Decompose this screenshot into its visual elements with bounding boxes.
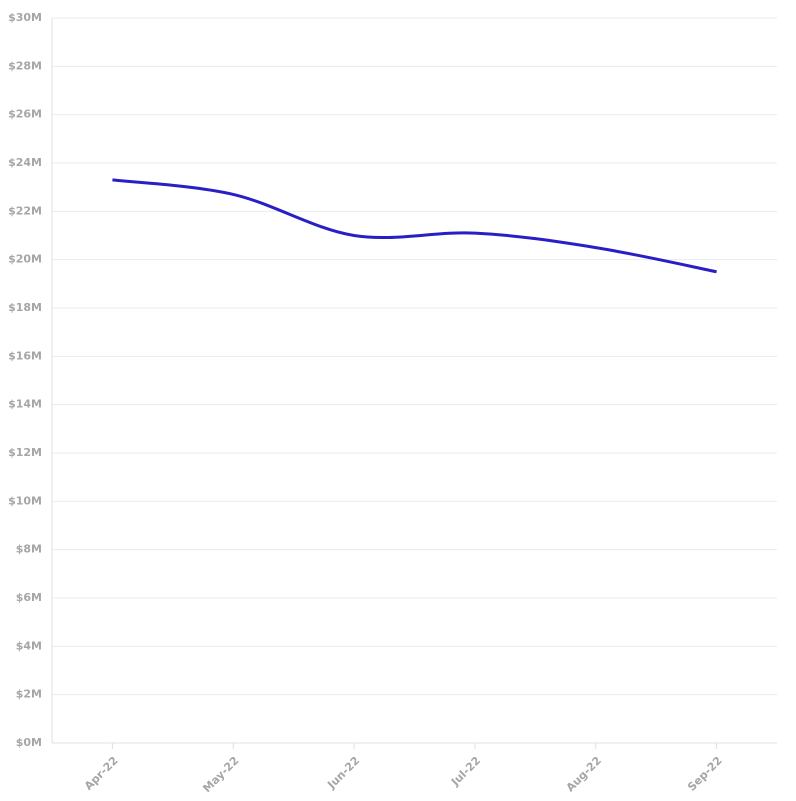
y-tick-label: $24M (8, 156, 42, 169)
y-tick-label: $0M (16, 736, 42, 749)
y-tick-label: $28M (8, 59, 42, 72)
y-tick-label: $26M (8, 108, 42, 121)
y-tick-label: $10M (8, 494, 42, 507)
y-tick-label: $22M (8, 204, 42, 217)
x-tick-label: Sep-22 (685, 754, 725, 794)
y-tick-label: $12M (8, 446, 42, 459)
y-tick-label: $6M (16, 591, 42, 604)
x-tick-label: Jul-22 (448, 754, 483, 789)
x-tick-label: May-22 (200, 754, 241, 795)
x-tick-label: Jun-22 (324, 754, 362, 792)
y-tick-label: $8M (16, 543, 42, 556)
y-tick-label: $30M (8, 11, 42, 24)
y-tick-label: $16M (8, 349, 42, 362)
y-tick-label: $14M (8, 398, 42, 411)
y-tick-label: $20M (8, 253, 42, 266)
y-tick-label: $2M (16, 688, 42, 701)
x-tick-label: Aug-22 (564, 754, 604, 794)
y-tick-label: $18M (8, 301, 42, 314)
x-tick-label: Apr-22 (82, 754, 121, 793)
line (112, 178, 717, 274)
y-tick-label: $4M (16, 639, 42, 652)
